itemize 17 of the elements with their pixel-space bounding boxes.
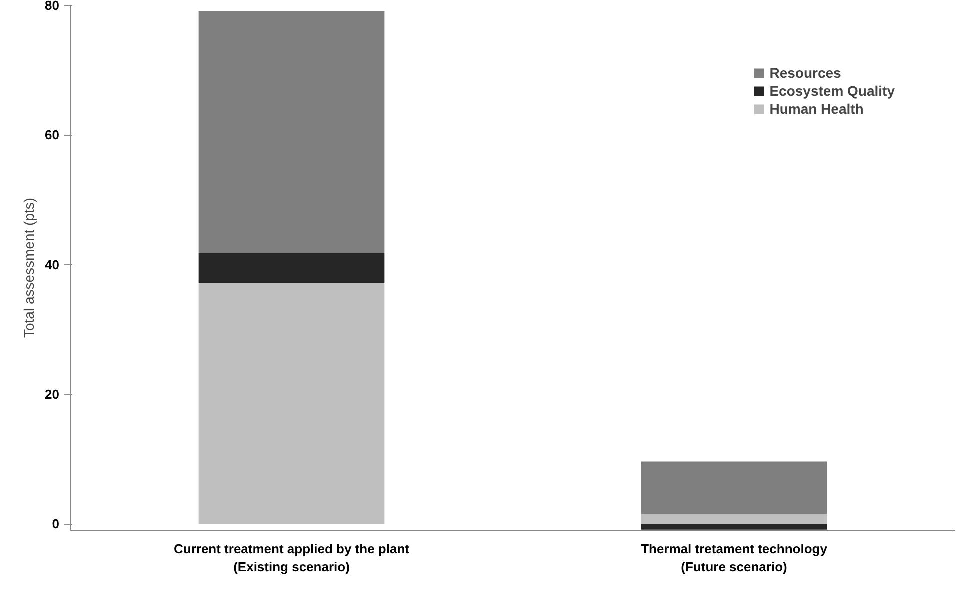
bar (641, 524, 828, 530)
x-tick-label: Current treatment applied by the plant (Existing scenario) (174, 542, 410, 574)
bar (641, 514, 828, 524)
y-axis-title: Total assessment (pts) (21, 198, 38, 338)
legend-label: Resources (770, 65, 842, 81)
y-tick-label: 80 (45, 0, 60, 13)
y-tick-label: 20 (45, 386, 60, 402)
bar (198, 253, 385, 284)
bar (198, 11, 385, 254)
legend-label: Ecosystem Quality (770, 83, 895, 99)
bar (198, 284, 385, 524)
legend-label: Human Health (770, 101, 864, 117)
x-tick-label: Thermal tretament technology (Future scenario) (641, 542, 828, 574)
y-tick-label: 40 (45, 257, 60, 272)
y-tick-label: 0 (52, 516, 60, 532)
y-tick-label: 60 (45, 128, 60, 143)
bar (641, 462, 828, 514)
